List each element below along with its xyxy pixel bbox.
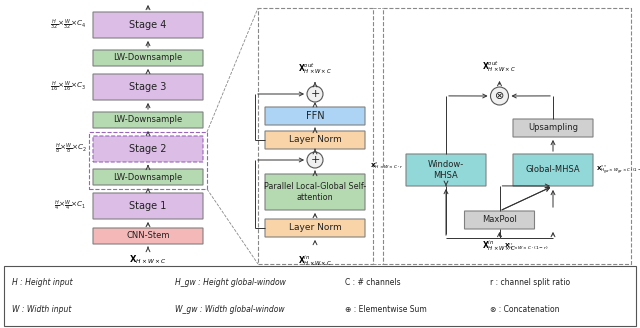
FancyBboxPatch shape xyxy=(93,169,203,185)
FancyBboxPatch shape xyxy=(93,193,203,219)
Text: $\mathbf{X}^{in}_{H\times W\times C}$: $\mathbf{X}^{in}_{H\times W\times C}$ xyxy=(298,253,332,268)
Text: Stage 1: Stage 1 xyxy=(129,201,166,211)
Text: LW-Downsample: LW-Downsample xyxy=(113,53,182,63)
Text: Layer Norm: Layer Norm xyxy=(289,135,341,145)
Text: Stage 3: Stage 3 xyxy=(129,82,166,92)
Text: Stage 2: Stage 2 xyxy=(129,144,167,154)
FancyBboxPatch shape xyxy=(93,136,203,162)
FancyBboxPatch shape xyxy=(465,211,534,229)
Text: $\frac{H}{32}{\times}\frac{W}{32}{\times}C_4$: $\frac{H}{32}{\times}\frac{W}{32}{\times… xyxy=(50,18,87,32)
Text: Upsampling: Upsampling xyxy=(528,124,578,133)
Circle shape xyxy=(307,86,323,102)
Text: Window-
MHSA: Window- MHSA xyxy=(428,160,464,180)
Text: C : # channels: C : # channels xyxy=(345,278,401,287)
Text: $\frac{H}{8}{\times}\frac{W}{8}{\times}C_2$: $\frac{H}{8}{\times}\frac{W}{8}{\times}C… xyxy=(54,142,87,156)
Text: $\mathbf{X}^{in}_{H\times W\times C}$: $\mathbf{X}^{in}_{H\times W\times C}$ xyxy=(483,238,516,254)
Text: Parallel Local-Global Self-
attention: Parallel Local-Global Self- attention xyxy=(264,182,366,202)
Text: W : Width input: W : Width input xyxy=(12,305,72,314)
Bar xyxy=(258,8,373,264)
FancyBboxPatch shape xyxy=(93,112,203,128)
Text: W_gw : Width global-window: W_gw : Width global-window xyxy=(175,305,285,314)
Text: CNN-Stem: CNN-Stem xyxy=(126,232,170,240)
FancyBboxPatch shape xyxy=(93,50,203,66)
Text: ⊕ : Elementwise Sum: ⊕ : Elementwise Sum xyxy=(345,305,427,314)
Bar xyxy=(89,132,207,189)
Text: H_gw : Height global-window: H_gw : Height global-window xyxy=(175,278,286,287)
Text: $\frac{H}{16}{\times}\frac{W}{16}{\times}C_3$: $\frac{H}{16}{\times}\frac{W}{16}{\times… xyxy=(51,80,87,94)
FancyBboxPatch shape xyxy=(93,74,203,100)
Circle shape xyxy=(490,87,509,105)
FancyBboxPatch shape xyxy=(265,219,365,237)
Text: LW-Downsample: LW-Downsample xyxy=(113,115,182,125)
Bar xyxy=(383,8,631,264)
Text: ⊗ : Concatenation: ⊗ : Concatenation xyxy=(490,305,559,314)
FancyBboxPatch shape xyxy=(513,154,593,186)
Text: H : Height input: H : Height input xyxy=(12,278,72,287)
Text: $\frac{H}{4}{\times}\frac{W}{4}{\times}C_1$: $\frac{H}{4}{\times}\frac{W}{4}{\times}C… xyxy=(54,199,87,213)
Text: Layer Norm: Layer Norm xyxy=(289,223,341,233)
Text: +: + xyxy=(310,89,320,99)
Text: +: + xyxy=(310,155,320,165)
Text: Global-MHSA: Global-MHSA xyxy=(525,166,580,174)
Text: ⊗: ⊗ xyxy=(495,91,504,101)
Text: Stage 4: Stage 4 xyxy=(129,20,166,30)
Bar xyxy=(4,266,636,326)
Text: $\mathbf{X}^{*}_{H\times W\times C\cdot r}$: $\mathbf{X}^{*}_{H\times W\times C\cdot … xyxy=(369,161,403,172)
FancyBboxPatch shape xyxy=(513,119,593,137)
Circle shape xyxy=(307,152,323,168)
Text: FFN: FFN xyxy=(306,111,324,121)
Text: LW-Downsample: LW-Downsample xyxy=(113,173,182,181)
FancyBboxPatch shape xyxy=(93,228,203,244)
FancyBboxPatch shape xyxy=(93,12,203,38)
FancyBboxPatch shape xyxy=(265,174,365,210)
FancyBboxPatch shape xyxy=(265,131,365,149)
Text: $\mathbf{X}^{out}_{H\times W\times C}$: $\mathbf{X}^{out}_{H\times W\times C}$ xyxy=(298,61,332,76)
Text: r : channel split ratio: r : channel split ratio xyxy=(490,278,570,287)
Text: $\mathbf{X}^{**}_{H_{gw}\times W_{gw}\times C\cdot(1-r)}$: $\mathbf{X}^{**}_{H_{gw}\times W_{gw}\ti… xyxy=(596,164,640,176)
FancyBboxPatch shape xyxy=(406,154,486,186)
Text: $\mathbf{X}^{out}_{H\times W\times C}$: $\mathbf{X}^{out}_{H\times W\times C}$ xyxy=(483,59,516,74)
Text: $\mathbf{X}^{\prime\prime}_{H\times W\times C\cdot(1-r)}$: $\mathbf{X}^{\prime\prime}_{H\times W\ti… xyxy=(504,241,549,251)
FancyBboxPatch shape xyxy=(265,107,365,125)
Text: MaxPool: MaxPool xyxy=(482,215,517,224)
Text: $\mathbf{X}_{H\times W\times C}$: $\mathbf{X}_{H\times W\times C}$ xyxy=(129,254,166,266)
